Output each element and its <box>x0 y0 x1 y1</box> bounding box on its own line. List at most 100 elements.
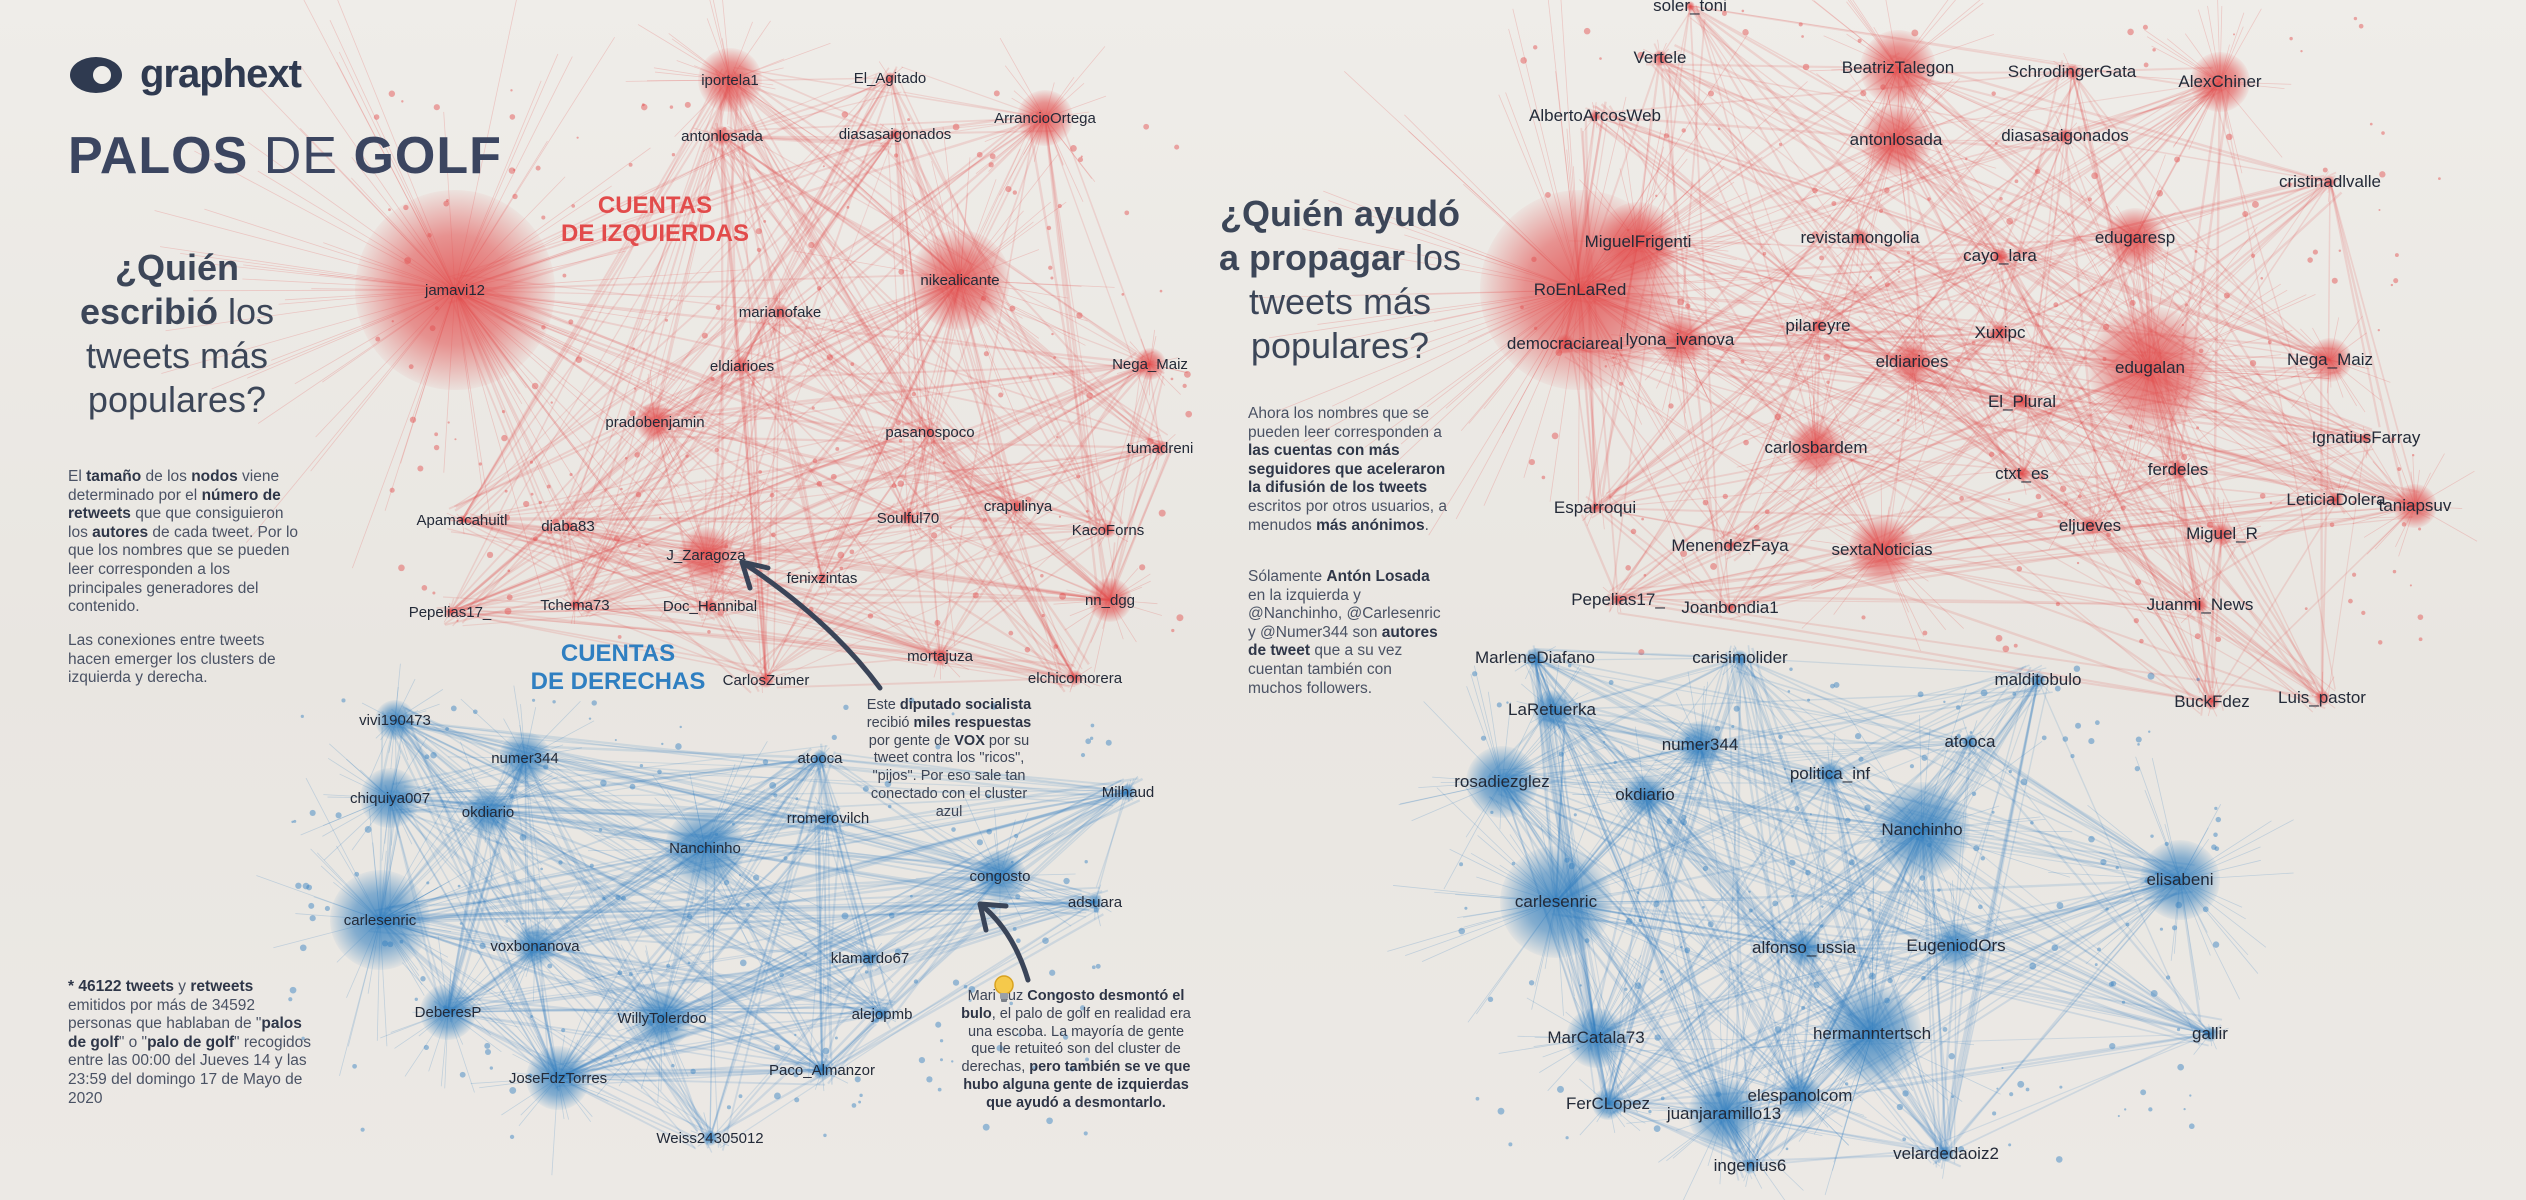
left-red-cluster-dot <box>1176 614 1184 622</box>
left-blue-cluster-edge <box>381 719 663 1019</box>
middle-description-segment: Ahora los nombres que se pueden leer cor… <box>1248 405 1442 441</box>
left-blue-cluster-edge <box>370 817 829 931</box>
right-blue-cluster-dot <box>1659 977 1663 981</box>
right-blue-cluster-dot <box>1783 768 1787 771</box>
left-red-cluster-edge <box>583 605 711 612</box>
left-blue-cluster-edge <box>486 811 829 819</box>
left-red-cluster-edge <box>714 70 1019 507</box>
left-description-segment: de los <box>141 468 192 485</box>
left-blue-cluster-edge <box>374 900 1096 917</box>
left-blue-cluster-edge <box>447 747 812 1013</box>
right-red-cluster-dot <box>2390 283 2394 287</box>
left-red-cluster-dot <box>830 473 837 480</box>
left-blue-cluster-dot <box>918 1056 926 1064</box>
left-blue-cluster-edge <box>565 1012 883 1076</box>
right-red-cluster-dot <box>2267 340 2272 345</box>
left-red-cluster-edge <box>926 505 1019 648</box>
left-red-cluster-edge <box>714 77 931 433</box>
node-pradobenjamin <box>635 402 675 442</box>
left-red-cluster-edge <box>705 528 920 556</box>
left-blue-cluster-edge <box>827 817 1091 895</box>
left-blue-cluster-edge <box>704 846 997 866</box>
left-red-cluster-dot <box>571 204 576 208</box>
left-blue-cluster-edge <box>379 919 894 1006</box>
left-red-cluster-dot <box>897 480 905 487</box>
right-red-cluster-dot <box>1528 458 1535 466</box>
left-blue-cluster-dot <box>519 834 527 841</box>
label-alejopmb: alejopmb <box>852 1006 913 1023</box>
left-red-cluster-dot <box>510 89 513 92</box>
right-red-cluster-dot <box>2002 645 2010 653</box>
left-red-cluster-edge <box>463 518 711 607</box>
left-blue-cluster-edge <box>511 753 711 1139</box>
left-blue-cluster-edge <box>482 804 829 819</box>
label-okdiario: okdiario <box>462 804 515 821</box>
right-blue-cluster-dot <box>2008 769 2012 774</box>
left-red-cluster-edge <box>654 421 947 668</box>
left-blue-cluster-dot <box>739 959 747 967</box>
right-red-cluster-dot <box>1959 496 1964 501</box>
right-blue-cluster-dot <box>2214 806 2218 810</box>
left-red-cluster-edge <box>920 446 1161 508</box>
right-blue-cluster-dot <box>2009 1092 2014 1097</box>
left-red-cluster-dot <box>530 492 534 496</box>
label-SchrodingerGata: SchrodingerGata <box>2008 62 2137 81</box>
right-red-cluster-dot <box>2133 618 2139 624</box>
left-red-cluster-edge <box>436 605 711 617</box>
left-blue-cluster-dot <box>484 1048 492 1056</box>
left-red-cluster-edge <box>466 133 896 521</box>
left-red-cluster-edge <box>573 446 1161 515</box>
left-red-cluster-edge <box>769 325 1109 531</box>
left-blue-cluster-dot <box>509 1134 515 1140</box>
left-red-cluster-edge <box>698 279 961 603</box>
left-red-cluster-edge <box>1063 447 1162 685</box>
right-red-cluster-dot <box>2252 201 2259 208</box>
left-blue-cluster-dot <box>1105 739 1112 746</box>
right-blue-cluster-edge <box>1942 1033 2211 1143</box>
left-red-cluster-edge <box>461 518 1061 678</box>
left-red-cluster-dot <box>1008 630 1014 636</box>
left-red-cluster-edge <box>714 279 961 598</box>
left-red-cluster-dot <box>1171 628 1175 633</box>
left-blue-cluster-edge <box>814 791 1129 1078</box>
left-blue-cluster-edge <box>447 753 821 1013</box>
left-red-cluster-edge <box>939 445 1172 657</box>
left-blue-cluster-edge <box>524 757 1114 807</box>
left-cluster-line2: DE IZQUIERDAS <box>560 220 749 247</box>
left-red-cluster-dot <box>907 118 911 122</box>
right-blue-cluster-dot <box>1459 862 1464 867</box>
left-blue-cluster-dot <box>1063 877 1070 885</box>
left-blue-cluster-dot <box>1095 963 1101 969</box>
left-red-cluster-dot <box>839 566 844 571</box>
left-red-cluster-edge <box>724 80 824 579</box>
left-red-cluster-edge <box>461 518 813 567</box>
right-red-cluster-dot <box>2377 329 2380 332</box>
left-blue-cluster-dot <box>1080 752 1086 758</box>
left-blue-cluster-dot <box>558 860 563 865</box>
right-red-cluster-dot <box>2055 602 2060 607</box>
right-red-cluster-dot <box>1956 358 1961 363</box>
left-red-cluster-dot <box>1012 190 1018 195</box>
left-blue-cluster-edge <box>389 797 697 1150</box>
middle-question-part3: los <box>1415 237 1462 278</box>
left-red-cluster-edge <box>741 73 878 367</box>
right-red-cluster-dot <box>2139 638 2144 644</box>
left-red-cluster-edge <box>726 80 1076 679</box>
left-red-cluster-dot <box>771 532 776 538</box>
label-FerCLopez: FerCLopez <box>1566 1094 1650 1113</box>
right-blue-cluster-dot <box>1896 1103 1903 1111</box>
right-blue-cluster-dot <box>1955 705 1961 710</box>
middle-question-part4: tweets más <box>1248 281 1432 322</box>
right-blue-cluster-dot <box>1978 904 1983 910</box>
label-Weiss24305012: Weiss24305012 <box>656 1130 763 1147</box>
left-blue-cluster-dot <box>414 997 418 1001</box>
label-Tchema73: Tchema73 <box>540 597 609 614</box>
left-red-cluster-edge <box>568 533 941 657</box>
left-red-cluster-dot <box>669 105 674 109</box>
label-Joanbondia1: Joanbondia1 <box>1681 598 1778 617</box>
left-red-cluster-edge <box>577 577 823 618</box>
left-blue-cluster-edge <box>557 899 1090 1080</box>
left-question-part2: escribió <box>79 291 218 332</box>
right-red-cluster-dot <box>2242 210 2249 218</box>
left-red-cluster-edge <box>580 577 823 609</box>
